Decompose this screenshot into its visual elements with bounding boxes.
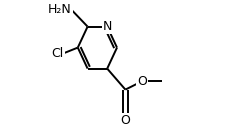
Text: N: N <box>102 20 112 33</box>
Text: Cl: Cl <box>51 47 64 60</box>
Text: H₂N: H₂N <box>48 3 72 16</box>
Text: O: O <box>121 114 130 127</box>
Text: O: O <box>137 75 147 88</box>
